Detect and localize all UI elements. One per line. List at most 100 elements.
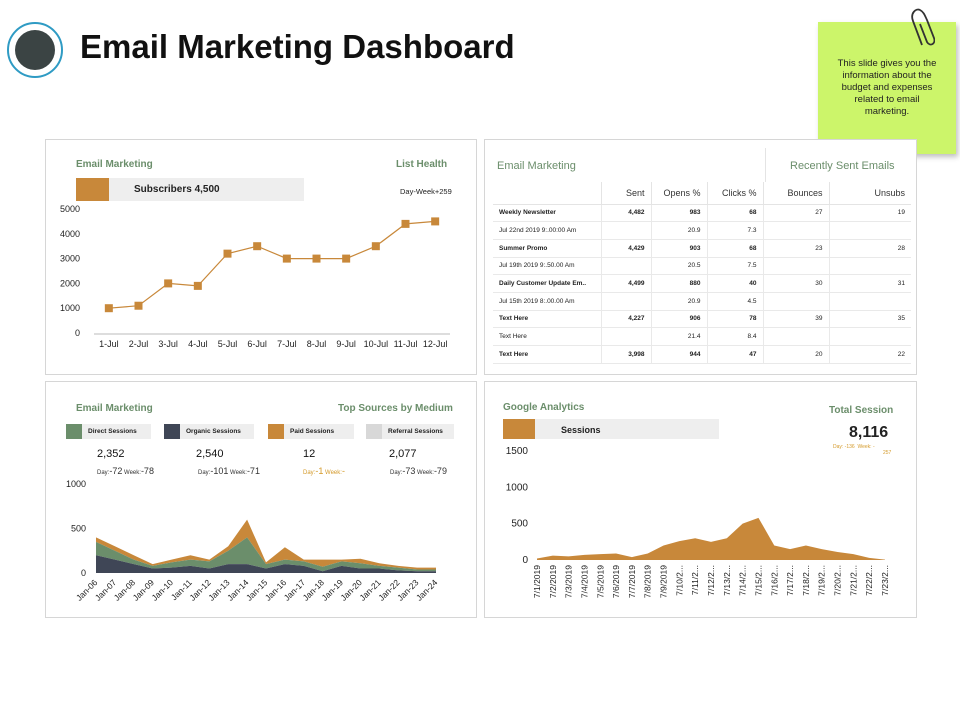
legend-swatch <box>268 424 284 439</box>
y-tick-label: 0 <box>522 555 528 566</box>
cell-unsubs <box>828 327 911 346</box>
sources-chart: 05001000Jan-06Jan-07Jan-08Jan-09Jan-10Ja… <box>66 479 440 603</box>
recent-emails-panel: Email Marketing Recently Sent Emails Sen… <box>484 139 917 375</box>
cell-sent <box>600 221 651 240</box>
cell-bounces <box>762 292 829 311</box>
table-row: Jul 19th 2019 9:.50.00 Am 20.5 7.5 <box>493 257 911 276</box>
list-health-chart: 0 1000 2000 3000 4000 5000 1-Jul 2-Jul 3-Jul 4-Ju… <box>60 204 450 349</box>
cell-clicks: 7.5 <box>706 257 763 276</box>
organic-sessions-value: 2,540 <box>196 448 224 460</box>
total-session-week-value: 257 <box>883 450 892 456</box>
cell-sent <box>600 292 651 311</box>
cell-sent <box>600 327 651 346</box>
data-point <box>134 301 143 310</box>
col-opens: Opens % <box>650 182 707 205</box>
x-tick-label: 7/3/2019 <box>564 565 574 598</box>
subscribers-swatch <box>76 178 109 201</box>
panel-title: Email Marketing <box>76 403 153 414</box>
cell-bounces <box>762 257 829 276</box>
data-point <box>223 249 232 258</box>
panel-subtitle: List Health <box>396 159 448 170</box>
x-tick-label: 7/17/2... <box>785 565 795 596</box>
x-tick-label: 7/22/2... <box>864 565 874 596</box>
x-tick-label: 10-Jul <box>364 339 389 349</box>
cell-bounces: 39 <box>762 310 829 329</box>
legend-swatch <box>164 424 180 439</box>
table-row: Jul 22nd 2019 9:.00:00 Am 20.9 7.3 <box>493 221 911 240</box>
col-sent: Sent <box>600 182 651 205</box>
x-tick-label: 12-Jul <box>423 339 448 349</box>
cell-opens: 983 <box>650 204 707 223</box>
list-health-panel: Email Marketing List Health Subscribers … <box>45 139 477 375</box>
list-health-note: Day-Week+259 <box>400 187 452 196</box>
x-tick-label: 7/11/2... <box>690 565 700 595</box>
y-tick-label: 0 <box>75 328 80 338</box>
cell-unsubs <box>828 221 911 240</box>
cell-clicks: 7.3 <box>706 221 763 240</box>
y-tick-label: 2000 <box>60 278 80 288</box>
x-tick-label: 7/8/2019 <box>643 565 653 598</box>
y-tick-label: 500 <box>511 519 528 530</box>
legend-referral: Referral Sessions <box>366 424 454 439</box>
sticky-note-text: This slide gives you the information abo… <box>837 58 937 117</box>
x-tick-label: 7/6/2019 <box>611 565 621 598</box>
cell-opens: 906 <box>650 310 707 329</box>
cell-clicks: 78 <box>706 310 763 329</box>
cell-name: Weekly Newsletter <box>493 204 601 223</box>
col-unsubs: Unsubs <box>828 182 911 205</box>
x-tick-label: 7/9/2019 <box>659 565 669 598</box>
panel-title: Email Marketing <box>76 159 153 170</box>
cell-opens: 21.4 <box>650 327 707 346</box>
table-row: Weekly Newsletter 4,482 983 68 27 19 <box>493 204 911 223</box>
x-tick-label: 11-Jul <box>394 339 418 349</box>
cell-unsubs: 22 <box>828 345 911 364</box>
panel-subtitle: Top Sources by Medium <box>338 403 453 414</box>
data-point <box>312 254 321 263</box>
cell-name: Text Here <box>493 310 601 329</box>
col-bounces: Bounces <box>762 182 829 205</box>
cell-clicks: 68 <box>706 204 763 223</box>
x-tick-label: 7/12/2... <box>706 565 716 596</box>
table-row: Text Here 4,227 906 78 39 35 <box>493 310 911 329</box>
cell-bounces: 27 <box>762 204 829 223</box>
cell-unsubs: 35 <box>828 310 911 329</box>
x-tick-label: 7/18/2... <box>801 565 811 596</box>
cell-bounces: 23 <box>762 239 829 258</box>
data-point <box>253 242 262 251</box>
subscribers-bar <box>76 178 304 201</box>
data-point <box>282 254 291 263</box>
area-series <box>537 517 885 560</box>
series-line <box>108 220 436 309</box>
y-tick-label: 5000 <box>60 204 80 214</box>
data-point <box>104 304 113 313</box>
y-tick-label: 1500 <box>506 446 529 457</box>
cell-bounces <box>762 221 829 240</box>
data-point <box>371 242 380 251</box>
cell-unsubs <box>828 257 911 276</box>
x-tick-label: 7/16/2... <box>769 565 779 596</box>
x-tick-label: 7/15/2... <box>753 565 763 596</box>
x-tick-label: 9-Jul <box>336 339 356 349</box>
data-point <box>401 219 410 228</box>
sessions-swatch <box>503 419 535 439</box>
data-point <box>193 281 202 290</box>
cell-clicks: 68 <box>706 239 763 258</box>
panel-title: Google Analytics <box>503 402 585 413</box>
cell-name: Text Here <box>493 327 601 346</box>
table-row: Summer Promo 4,429 903 68 23 28 <box>493 239 911 258</box>
x-tick-label: 7/10/2... <box>674 565 684 596</box>
y-tick-label: 0 <box>81 568 86 578</box>
y-tick-label: 1000 <box>506 482 529 493</box>
x-tick-label: 7/19/2... <box>817 565 827 596</box>
area-series <box>96 555 436 573</box>
x-tick-label: 7/14/2... <box>738 565 748 596</box>
data-point <box>431 217 440 226</box>
analytics-chart: 0 500 1000 1500 7/1/2019 7/2/2019 7/3/2019 7/4/… <box>506 446 890 598</box>
y-tick-label: 1000 <box>66 479 86 489</box>
legend-paid: Paid Sessions <box>268 424 354 439</box>
x-tick-label: 7/5/2019 <box>595 565 605 598</box>
cell-opens: 903 <box>650 239 707 258</box>
total-session-label: Total Session <box>829 405 894 416</box>
sessions-label: Sessions <box>561 425 601 435</box>
cell-name: Summer Promo <box>493 239 601 258</box>
